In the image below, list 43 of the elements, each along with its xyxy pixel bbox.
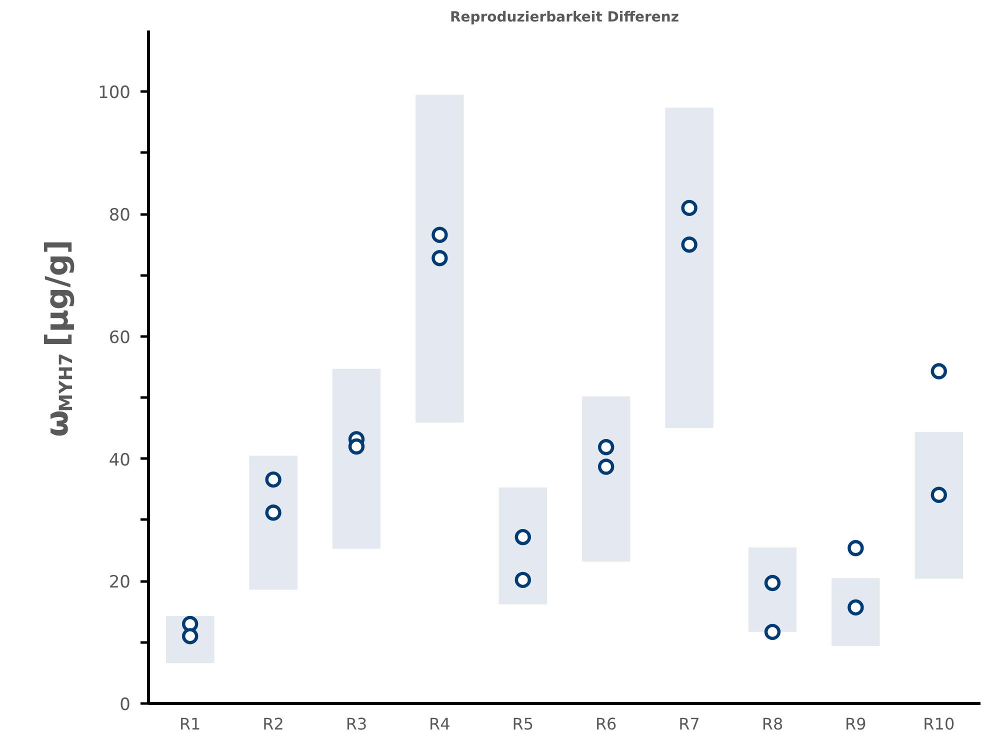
y-tick-label: 20: [108, 572, 131, 593]
x-tick-label: R8: [762, 714, 784, 734]
point: [764, 574, 781, 592]
bar: [582, 396, 630, 562]
bar: [249, 456, 298, 590]
x-tick-label: R5: [512, 714, 534, 734]
point: [598, 439, 614, 456]
y-tick-label: 60: [108, 328, 131, 348]
point: [265, 471, 282, 488]
bar: [748, 547, 797, 632]
x-tick-label: R3: [346, 714, 368, 734]
bar: [832, 578, 880, 646]
y-tick-label: 0: [120, 695, 131, 715]
x-tick-label: R9: [845, 714, 866, 734]
x-tick-label: R1: [179, 714, 201, 734]
point: [764, 624, 781, 640]
point: [514, 572, 531, 588]
x-tick-label: R4: [429, 714, 450, 734]
point: [348, 438, 365, 455]
x-tick-label: R6: [595, 714, 617, 734]
y-axis-title: ωMYH7 [µg/g]: [40, 240, 77, 437]
point: [265, 504, 282, 521]
point: [681, 236, 698, 253]
bar: [416, 94, 464, 423]
y-tick-label: 40: [108, 450, 131, 470]
point: [681, 200, 698, 216]
x-tick-label: R10: [923, 714, 955, 734]
chart-title: Reproduzierbarkeit Differenz: [450, 10, 680, 26]
bar: [332, 368, 381, 549]
point: [432, 250, 448, 266]
point: [848, 540, 864, 556]
point: [598, 458, 614, 475]
x-tick-label: R2: [262, 714, 284, 734]
bar: [498, 488, 548, 604]
y-tick-label: 100: [98, 83, 131, 104]
point: [930, 363, 947, 380]
bar: [914, 432, 964, 579]
bar: [665, 108, 714, 428]
y-tick-label: 80: [108, 206, 131, 226]
point: [514, 529, 531, 546]
x-tick-label: R7: [678, 714, 700, 734]
point: [930, 486, 947, 503]
point: [432, 226, 448, 243]
